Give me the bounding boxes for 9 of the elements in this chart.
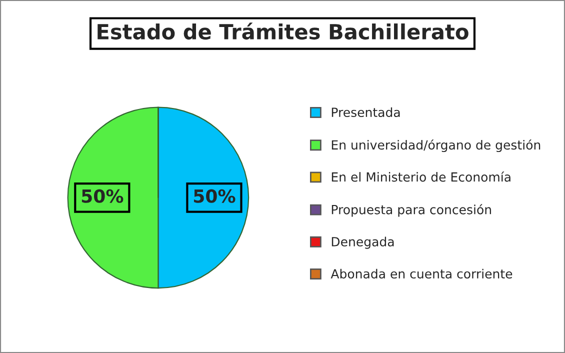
legend-label: Propuesta para concesión: [332, 204, 491, 217]
legend-label: Abonada en cuenta corriente: [330, 268, 512, 279]
data-label: 50%: [194, 189, 236, 203]
legend-label: En el Ministerio de Economía: [332, 172, 510, 182]
legend-label: Denegada: [332, 236, 394, 249]
chart-title: Estado de Trámites Bachillerato: [98, 22, 468, 40]
legend-label: Presentada: [332, 107, 400, 118]
data-label: 50%: [82, 189, 124, 203]
legend-label: En universidad/órgano de gestión: [332, 139, 540, 152]
